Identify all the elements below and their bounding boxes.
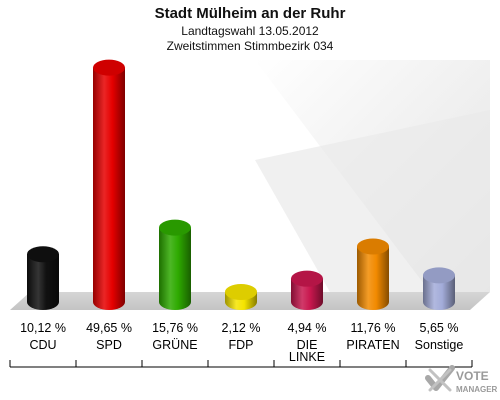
value-label-fdp: 2,12 % bbox=[222, 321, 261, 335]
category-label-die-linke: DIE LINKE bbox=[289, 338, 325, 364]
bar-body-gr-ne bbox=[159, 227, 191, 310]
category-label-sonstige: Sonstige bbox=[415, 338, 464, 352]
bar-spd bbox=[93, 59, 125, 310]
logo-line-1: VOTE bbox=[456, 369, 489, 383]
category-label-piraten: PIRATEN bbox=[346, 338, 399, 352]
value-label-spd: 49,65 % bbox=[86, 321, 132, 335]
value-labels-group: 10,12 % 49,65 % 15,76 % 2,12 % 4,94 % 11,76 %… bbox=[20, 321, 458, 335]
bars-group bbox=[27, 59, 455, 310]
category-label-fdp: FDP bbox=[229, 338, 254, 352]
chart-subtitle-district: Zweitstimmen Stimmbezirk 034 bbox=[167, 39, 334, 53]
bar-top-piraten bbox=[357, 238, 389, 255]
bar-top-sonstige bbox=[423, 267, 455, 284]
bar-body-piraten bbox=[357, 246, 389, 310]
bar-body-die-linke bbox=[291, 278, 323, 310]
value-label-cdu: 10,12 % bbox=[20, 321, 66, 335]
bar-body-spd bbox=[93, 67, 125, 310]
checkmark-logo-icon bbox=[425, 365, 455, 392]
bar-gr-ne bbox=[159, 219, 191, 310]
value-label-piraten: 11,76 % bbox=[351, 321, 396, 335]
bar-body-sonstige bbox=[423, 275, 455, 310]
votemanager-logo: VOTE MANAGER bbox=[425, 365, 498, 394]
category-label-gr-ne: GRÜNE bbox=[152, 338, 197, 352]
bar-piraten bbox=[357, 238, 389, 310]
value-label-sonstige: 5,65 % bbox=[420, 321, 459, 335]
bar-cdu bbox=[27, 246, 59, 310]
bar-sonstige bbox=[423, 267, 455, 310]
value-label-die-linke: 4,94 % bbox=[288, 321, 327, 335]
bar-top-gr-ne bbox=[159, 219, 191, 236]
bar-top-spd bbox=[93, 59, 125, 76]
bar-body-cdu bbox=[27, 254, 59, 310]
category-label-spd: SPD bbox=[96, 338, 122, 352]
bar-fdp bbox=[225, 283, 257, 310]
category-labels-group: CDU SPD GRÜNE FDP DIE LINKE PIRATEN Sonstige bbox=[29, 338, 463, 364]
value-label-gr-ne: 15,76 % bbox=[152, 321, 198, 335]
logo-line-2: MANAGER bbox=[456, 385, 498, 394]
chart-subtitle-election: Landtagswahl 13.05.2012 bbox=[181, 24, 319, 38]
x-axis-ticks bbox=[9, 360, 473, 367]
chart-back-shade bbox=[255, 110, 490, 292]
bar-top-fdp bbox=[225, 283, 257, 300]
chart-title: Stadt Mülheim an der Ruhr bbox=[155, 5, 346, 22]
bar-top-die-linke bbox=[291, 270, 323, 287]
category-label-cdu: CDU bbox=[29, 338, 56, 352]
bar-die-linke bbox=[291, 270, 323, 310]
bar-top-cdu bbox=[27, 246, 59, 263]
